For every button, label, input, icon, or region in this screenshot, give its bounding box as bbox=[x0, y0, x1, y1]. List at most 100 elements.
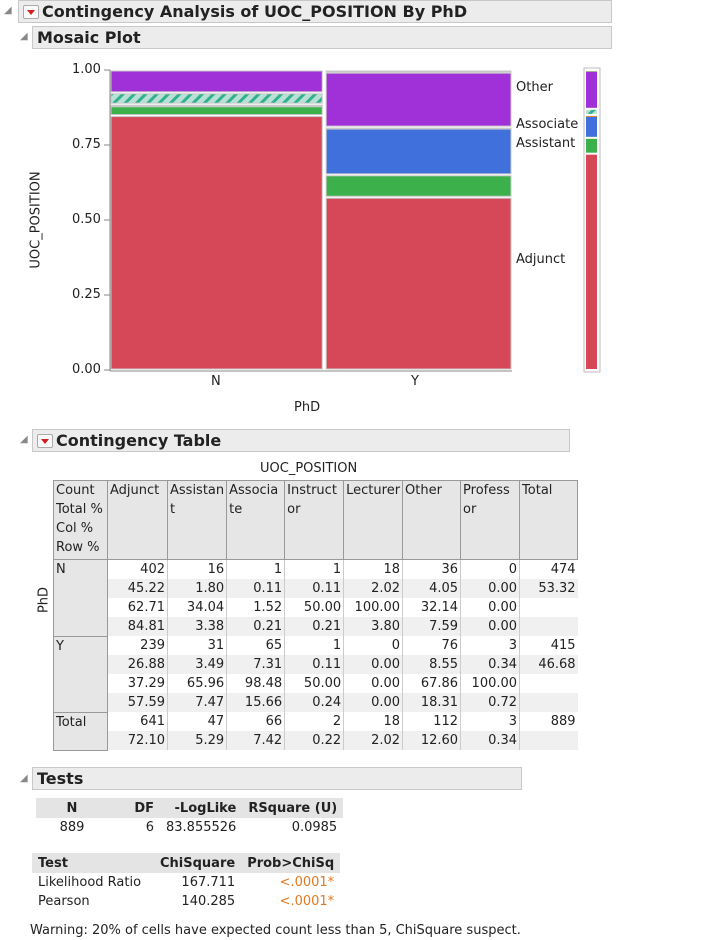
mosaic-tile-N-adjunct[interactable] bbox=[110, 116, 323, 370]
row-header: Y bbox=[53, 635, 108, 713]
cell: 0 bbox=[460, 559, 520, 579]
mosaic-tile-Y-professor[interactable] bbox=[325, 70, 512, 73]
cell: 0.21 bbox=[284, 617, 344, 636]
cell: 0.21 bbox=[226, 617, 285, 636]
cell: 12.60 bbox=[402, 731, 461, 750]
col-header: -LogLike bbox=[160, 798, 243, 818]
cell: 65 bbox=[226, 636, 285, 655]
legend-label-assistant: Assistant bbox=[516, 136, 576, 151]
cell: 415 bbox=[519, 636, 578, 655]
collapse-triangle-icon[interactable]: ◢ bbox=[20, 434, 28, 445]
column-header-text: Total bbox=[522, 483, 553, 498]
legend-swatch-assistant bbox=[586, 138, 597, 153]
cell: 1.80 bbox=[166, 579, 227, 598]
column-header-text: Adjunct bbox=[110, 483, 160, 498]
contingency-table: Count Total % Col % Row % Adjunct Assistan t As… bbox=[53, 480, 579, 751]
cell: Pearson bbox=[38, 894, 90, 909]
cell: 0.00 bbox=[460, 579, 520, 598]
column-header-text: Associa bbox=[229, 483, 279, 498]
cell: 18 bbox=[343, 559, 403, 579]
table-row: 37.29 65.96 98.48 50.00 0.00 67.86 100.00 bbox=[54, 674, 578, 693]
stat-label: Col % bbox=[56, 521, 94, 536]
cell: 402 bbox=[107, 559, 168, 579]
mosaic-tile-Y-instructor[interactable] bbox=[325, 127, 512, 130]
table-row: Y 239 31 65 1 0 76 3 415 bbox=[53, 635, 578, 713]
mosaic-tile-Y-assistant[interactable] bbox=[325, 175, 512, 197]
column-header: Associa te bbox=[226, 480, 286, 560]
mosaic-title: Mosaic Plot bbox=[37, 28, 141, 47]
column-header-text: Other bbox=[405, 483, 442, 498]
x-tick-Y: Y bbox=[411, 374, 419, 389]
cell: 0.34 bbox=[460, 731, 520, 750]
column-header: Assistan t bbox=[166, 480, 228, 560]
column-header-text: Assistan bbox=[170, 483, 225, 498]
cell: 0.00 bbox=[460, 598, 520, 617]
cell: 5.29 bbox=[166, 731, 227, 750]
cell: 3 bbox=[460, 636, 520, 655]
column-header-text: or bbox=[463, 502, 477, 517]
cell: 889 bbox=[59, 820, 85, 835]
legend-swatch-associate bbox=[586, 116, 597, 137]
cell: 83.855526 bbox=[166, 820, 237, 835]
x-tick-N: N bbox=[211, 374, 221, 389]
tests-header[interactable]: Tests bbox=[32, 767, 522, 790]
legend-swatch-adjunct bbox=[586, 154, 597, 369]
red-triangle-menu-icon[interactable] bbox=[23, 4, 39, 19]
cell: 37.29 bbox=[107, 674, 168, 693]
mosaic-tile-Y-associate[interactable] bbox=[325, 128, 512, 175]
cell: 2 bbox=[284, 712, 344, 731]
column-header: Profess or bbox=[460, 480, 521, 560]
cell: 66 bbox=[226, 712, 285, 731]
mosaic-tile-Y-adjunct[interactable] bbox=[325, 197, 512, 370]
mosaic-tile-N-lecturer[interactable] bbox=[110, 93, 323, 104]
column-header-text: t bbox=[170, 502, 176, 517]
row-header: Total bbox=[53, 711, 108, 751]
column-header: Lecturer bbox=[343, 480, 404, 560]
column-header-text: Lecturer bbox=[346, 483, 401, 498]
table-row: Total 641 47 66 2 18 112 3 889 bbox=[53, 711, 578, 751]
col-header: Test bbox=[32, 853, 154, 873]
cell: 50.00 bbox=[284, 598, 344, 617]
collapse-triangle-icon[interactable]: ◢ bbox=[4, 5, 12, 16]
cell: 0.34 bbox=[460, 655, 520, 674]
cell: 100.00 bbox=[343, 598, 403, 617]
contingency-title: Contingency Table bbox=[56, 431, 222, 450]
cell: 6 bbox=[145, 820, 154, 835]
cell: 889 bbox=[519, 712, 578, 731]
collapse-triangle-icon[interactable]: ◢ bbox=[20, 31, 28, 42]
table-row: 62.71 34.04 1.52 50.00 100.00 32.14 0.00 bbox=[54, 598, 578, 617]
cell: 4.05 bbox=[402, 579, 461, 598]
y-tick: 0.50 bbox=[72, 212, 101, 227]
cell: 53.32 bbox=[519, 579, 578, 598]
collapse-triangle-icon[interactable]: ◢ bbox=[20, 773, 28, 784]
cell: 50.00 bbox=[284, 674, 344, 693]
cell: 100.00 bbox=[460, 674, 520, 693]
tests-table: Test ChiSquare Prob>ChiSq Likelihood Ratio… bbox=[32, 853, 341, 911]
cell: 0 bbox=[343, 636, 403, 655]
mosaic-tile-Y-other[interactable] bbox=[325, 72, 512, 127]
cell: 3 bbox=[460, 712, 520, 731]
cell: 15.66 bbox=[226, 693, 285, 712]
row-variable-label: PhD bbox=[36, 586, 52, 614]
mosaic-tile-N-other[interactable] bbox=[110, 70, 323, 93]
cell: 98.48 bbox=[226, 674, 285, 693]
stat-label: Count bbox=[56, 483, 95, 498]
cell: 62.71 bbox=[107, 598, 168, 617]
mosaic-tile-N-assistant[interactable] bbox=[110, 105, 323, 116]
mosaic-tile-N-instructor[interactable] bbox=[110, 104, 323, 107]
cell: 0.0985 bbox=[291, 820, 338, 835]
red-triangle-menu-icon[interactable] bbox=[37, 433, 53, 448]
column-header-text: or bbox=[287, 502, 301, 517]
cell: 8.55 bbox=[402, 655, 461, 674]
report-header[interactable]: Contingency Analysis of UOC_POSITION By … bbox=[18, 0, 612, 23]
cell: 0.11 bbox=[226, 579, 285, 598]
cell: Likelihood Ratio bbox=[38, 875, 142, 890]
contingency-table-header[interactable]: Contingency Table bbox=[32, 429, 570, 452]
cell: 45.22 bbox=[107, 579, 168, 598]
mosaic-plot-header[interactable]: Mosaic Plot bbox=[32, 26, 612, 49]
cell: 67.86 bbox=[402, 674, 461, 693]
legend-label-adjunct: Adjunct bbox=[516, 252, 566, 267]
stat-label: Total % bbox=[56, 502, 103, 517]
cell: 1 bbox=[226, 559, 285, 579]
cell: 32.14 bbox=[402, 598, 461, 617]
